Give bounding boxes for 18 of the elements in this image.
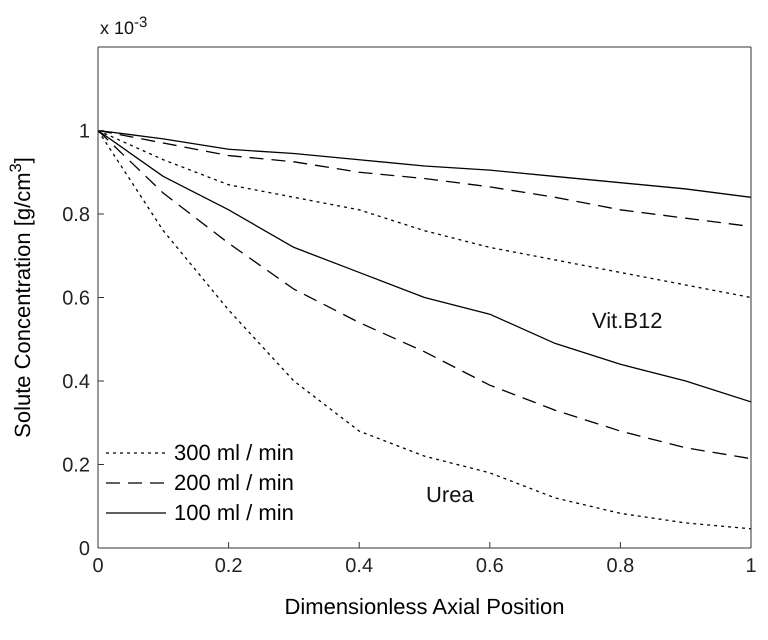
y-tick-label: 0.4 (62, 371, 90, 394)
y-tick-label: 0.2 (62, 454, 90, 477)
legend-label: 300 ml / min (174, 440, 294, 466)
x-axis-title: Dimensionless Axial Position (284, 594, 565, 619)
legend-label: 100 ml / min (174, 500, 294, 526)
y-tick-label: 0.8 (62, 204, 90, 226)
x-tick-label: 0.4 (345, 555, 374, 578)
text: x 10$^{-3}$ (100, 14, 148, 39)
y-tick-label: 0 (78, 538, 90, 560)
y-tick-label: 1 (78, 120, 90, 143)
legend-label: 200 ml / min (174, 470, 294, 496)
annotation: Urea (426, 482, 474, 508)
annotation: Vit.B12 (592, 308, 663, 334)
x-tick-label: 0.2 (214, 555, 243, 578)
x-tick-label: 0.6 (476, 555, 504, 578)
y-tick-label: 0.6 (62, 288, 90, 310)
x-tick-label: 1 (745, 555, 757, 578)
x-tick-label: 0.8 (606, 555, 634, 578)
